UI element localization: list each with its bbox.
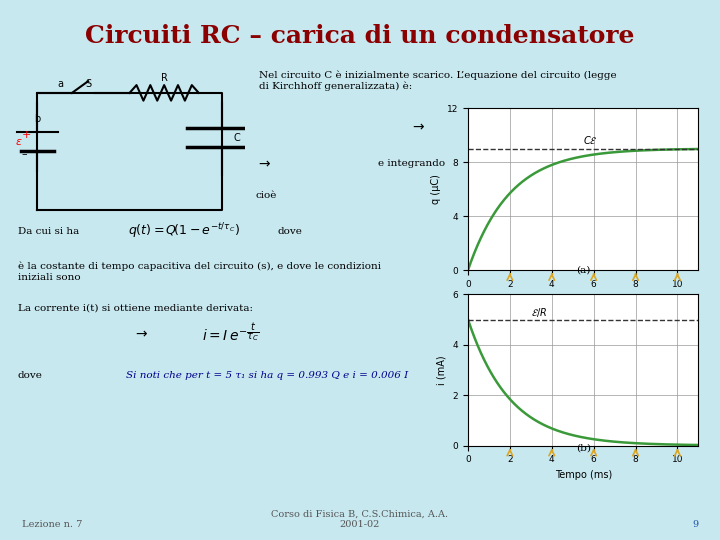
Text: b: b <box>35 114 40 124</box>
Text: Si noti che per t = 5 τ₁ si ha q = 0.993 Q e i = 0.006 I: Si noti che per t = 5 τ₁ si ha q = 0.993… <box>126 371 408 380</box>
Text: $i = I\,e^{-\dfrac{t}{\tau_C}}$: $i = I\,e^{-\dfrac{t}{\tau_C}}$ <box>202 322 259 345</box>
Text: Nel circuito C è inizialmente scarico. L’equazione del circuito (legge
di Kirchh: Nel circuito C è inizialmente scarico. L… <box>259 70 617 91</box>
Text: –: – <box>22 149 27 159</box>
Text: (b): (b) <box>576 444 590 453</box>
Text: Circuiti RC – carica di un condensatore: Circuiti RC – carica di un condensatore <box>85 24 635 48</box>
Text: C: C <box>233 133 240 144</box>
Text: R: R <box>161 73 168 83</box>
Text: è la costante di tempo capacitiva del circuito (s), e dove le condizioni
inizial: è la costante di tempo capacitiva del ci… <box>18 262 381 282</box>
Text: $C\mathcal{E}$: $C\mathcal{E}$ <box>583 134 598 146</box>
Text: (a): (a) <box>576 266 590 275</box>
Y-axis label: i (mA): i (mA) <box>437 355 447 384</box>
X-axis label: Tempo (ms): Tempo (ms) <box>554 470 612 480</box>
Text: dove: dove <box>18 371 43 380</box>
Text: S: S <box>85 79 91 89</box>
Text: Lezione n. 7: Lezione n. 7 <box>22 520 82 529</box>
Text: cioè: cioè <box>256 191 277 200</box>
Text: $q(t)=Q\!\left(1-e^{-t/\tau_C}\right)$: $q(t)=Q\!\left(1-e^{-t/\tau_C}\right)$ <box>127 221 240 241</box>
Text: $\rightarrow$: $\rightarrow$ <box>410 120 426 134</box>
Text: La corrente i(t) si ottiene mediante derivata:: La corrente i(t) si ottiene mediante der… <box>18 303 253 312</box>
Text: $\rightarrow$: $\rightarrow$ <box>132 326 148 340</box>
Text: $\mathcal{E}/R$: $\mathcal{E}/R$ <box>531 306 547 319</box>
Text: ε: ε <box>16 137 22 147</box>
Text: Corso di Fisica B, C.S.Chimica, A.A.
2001-02: Corso di Fisica B, C.S.Chimica, A.A. 200… <box>271 510 449 529</box>
Text: dove: dove <box>277 227 302 235</box>
X-axis label: Tempo (ms): Tempo (ms) <box>554 294 612 304</box>
Text: 9: 9 <box>692 520 698 529</box>
Text: Da cui si ha: Da cui si ha <box>18 227 79 235</box>
Text: e integrando: e integrando <box>378 159 445 167</box>
Y-axis label: q (μC): q (μC) <box>431 174 441 204</box>
Text: $\rightarrow$: $\rightarrow$ <box>256 156 271 170</box>
Text: +: + <box>22 130 31 140</box>
Text: a: a <box>58 79 63 89</box>
